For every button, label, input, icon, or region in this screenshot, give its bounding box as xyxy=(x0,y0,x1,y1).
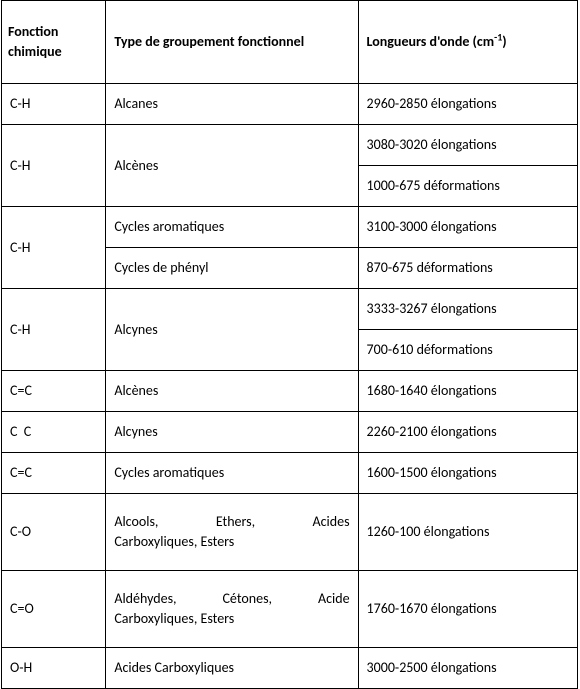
table-row: C-O Alcools, Ethers, Acides Carboxylique… xyxy=(2,494,578,571)
ir-table: Fonction chimique Type de groupement fon… xyxy=(1,0,578,689)
table-row: C-H Cycles aromatiques 3100-3000 élongat… xyxy=(2,207,578,248)
cell-wave: 3333-3267 élongations xyxy=(358,289,577,330)
cell-type: Alcènes xyxy=(106,125,358,207)
w: Acide xyxy=(318,590,350,607)
table-row: C=C Alcènes 1680-1640 élongations xyxy=(2,371,578,412)
cell-type-line1: Alcools, Ethers, Acides xyxy=(114,512,349,532)
cell-type: Alcools, Ethers, Acides Carboxyliques, E… xyxy=(106,494,358,571)
header-wave-suffix: ) xyxy=(502,33,506,50)
cell-type: Alcanes xyxy=(106,84,358,125)
cell-type: Acides Carboxyliques xyxy=(106,648,358,689)
header-row: Fonction chimique Type de groupement fon… xyxy=(2,1,578,84)
w: Alcools, xyxy=(114,513,158,530)
cell-type-line2: Carboxyliques, Esters xyxy=(114,532,349,552)
header-func: Fonction chimique xyxy=(2,1,106,84)
cell-wave: 700-610 déformations xyxy=(358,330,577,371)
cell-wave: 1600-1500 élongations xyxy=(358,453,577,494)
cell-type: Alcynes xyxy=(106,289,358,371)
table-row: C=C Cycles aromatiques 1600-1500 élongat… xyxy=(2,453,578,494)
cell-wave: 2960-2850 élongations xyxy=(358,84,577,125)
header-func-line2: chimique xyxy=(8,42,99,62)
header-wave: Longueurs d'onde (cm-1) xyxy=(358,1,577,84)
cell-type-line2: Carboxyliques, Esters xyxy=(114,609,349,629)
cell-wave: 1680-1640 élongations xyxy=(358,371,577,412)
cell-func: O-H xyxy=(2,648,106,689)
cell-type-line1: Aldéhydes, Cétones, Acide xyxy=(114,589,349,609)
cell-wave: 3100-3000 élongations xyxy=(358,207,577,248)
cell-func: C-H xyxy=(2,84,106,125)
cell-wave: 2260-2100 élongations xyxy=(358,412,577,453)
cell-func: C-H xyxy=(2,289,106,371)
cell-type: Cycles aromatiques xyxy=(106,453,358,494)
header-type: Type de groupement fonctionnel xyxy=(106,1,358,84)
cell-wave: 870-675 déformations xyxy=(358,248,577,289)
cell-type: Alcynes xyxy=(106,412,358,453)
cell-type: Cycles aromatiques xyxy=(106,207,358,248)
w: Aldéhydes, xyxy=(114,590,176,607)
table-row: C C Alcynes 2260-2100 élongations xyxy=(2,412,578,453)
cell-wave: 1260-100 élongations xyxy=(358,494,577,571)
header-func-line1: Fonction xyxy=(8,22,99,42)
table-row: C=O Aldéhydes, Cétones, Acide Carboxyliq… xyxy=(2,571,578,648)
cell-type: Aldéhydes, Cétones, Acide Carboxyliques,… xyxy=(106,571,358,648)
table-row: C-H Alcènes 3080-3020 élongations xyxy=(2,125,578,166)
w: Ethers, xyxy=(216,513,255,530)
cell-type: Alcènes xyxy=(106,371,358,412)
cell-wave: 3000-2500 élongations xyxy=(358,648,577,689)
w: Cétones, xyxy=(222,590,272,607)
header-wave-prefix: Longueurs d'onde (cm xyxy=(367,33,495,50)
cell-func: C C xyxy=(2,412,106,453)
cell-wave: 1000-675 déformations xyxy=(358,166,577,207)
cell-wave: 1760-1670 élongations xyxy=(358,571,577,648)
cell-func: C-H xyxy=(2,207,106,289)
table-row: C-H Alcanes 2960-2850 élongations xyxy=(2,84,578,125)
cell-func: C=O xyxy=(2,571,106,648)
table-row: C-H Alcynes 3333-3267 élongations xyxy=(2,289,578,330)
cell-func: C-O xyxy=(2,494,106,571)
cell-func: C=C xyxy=(2,371,106,412)
cell-func: C=C xyxy=(2,453,106,494)
cell-type: Cycles de phényl xyxy=(106,248,358,289)
w: Acides xyxy=(313,513,350,530)
cell-wave: 3080-3020 élongations xyxy=(358,125,577,166)
table-row: O-H Acides Carboxyliques 3000-2500 élong… xyxy=(2,648,578,689)
cell-func: C-H xyxy=(2,125,106,207)
